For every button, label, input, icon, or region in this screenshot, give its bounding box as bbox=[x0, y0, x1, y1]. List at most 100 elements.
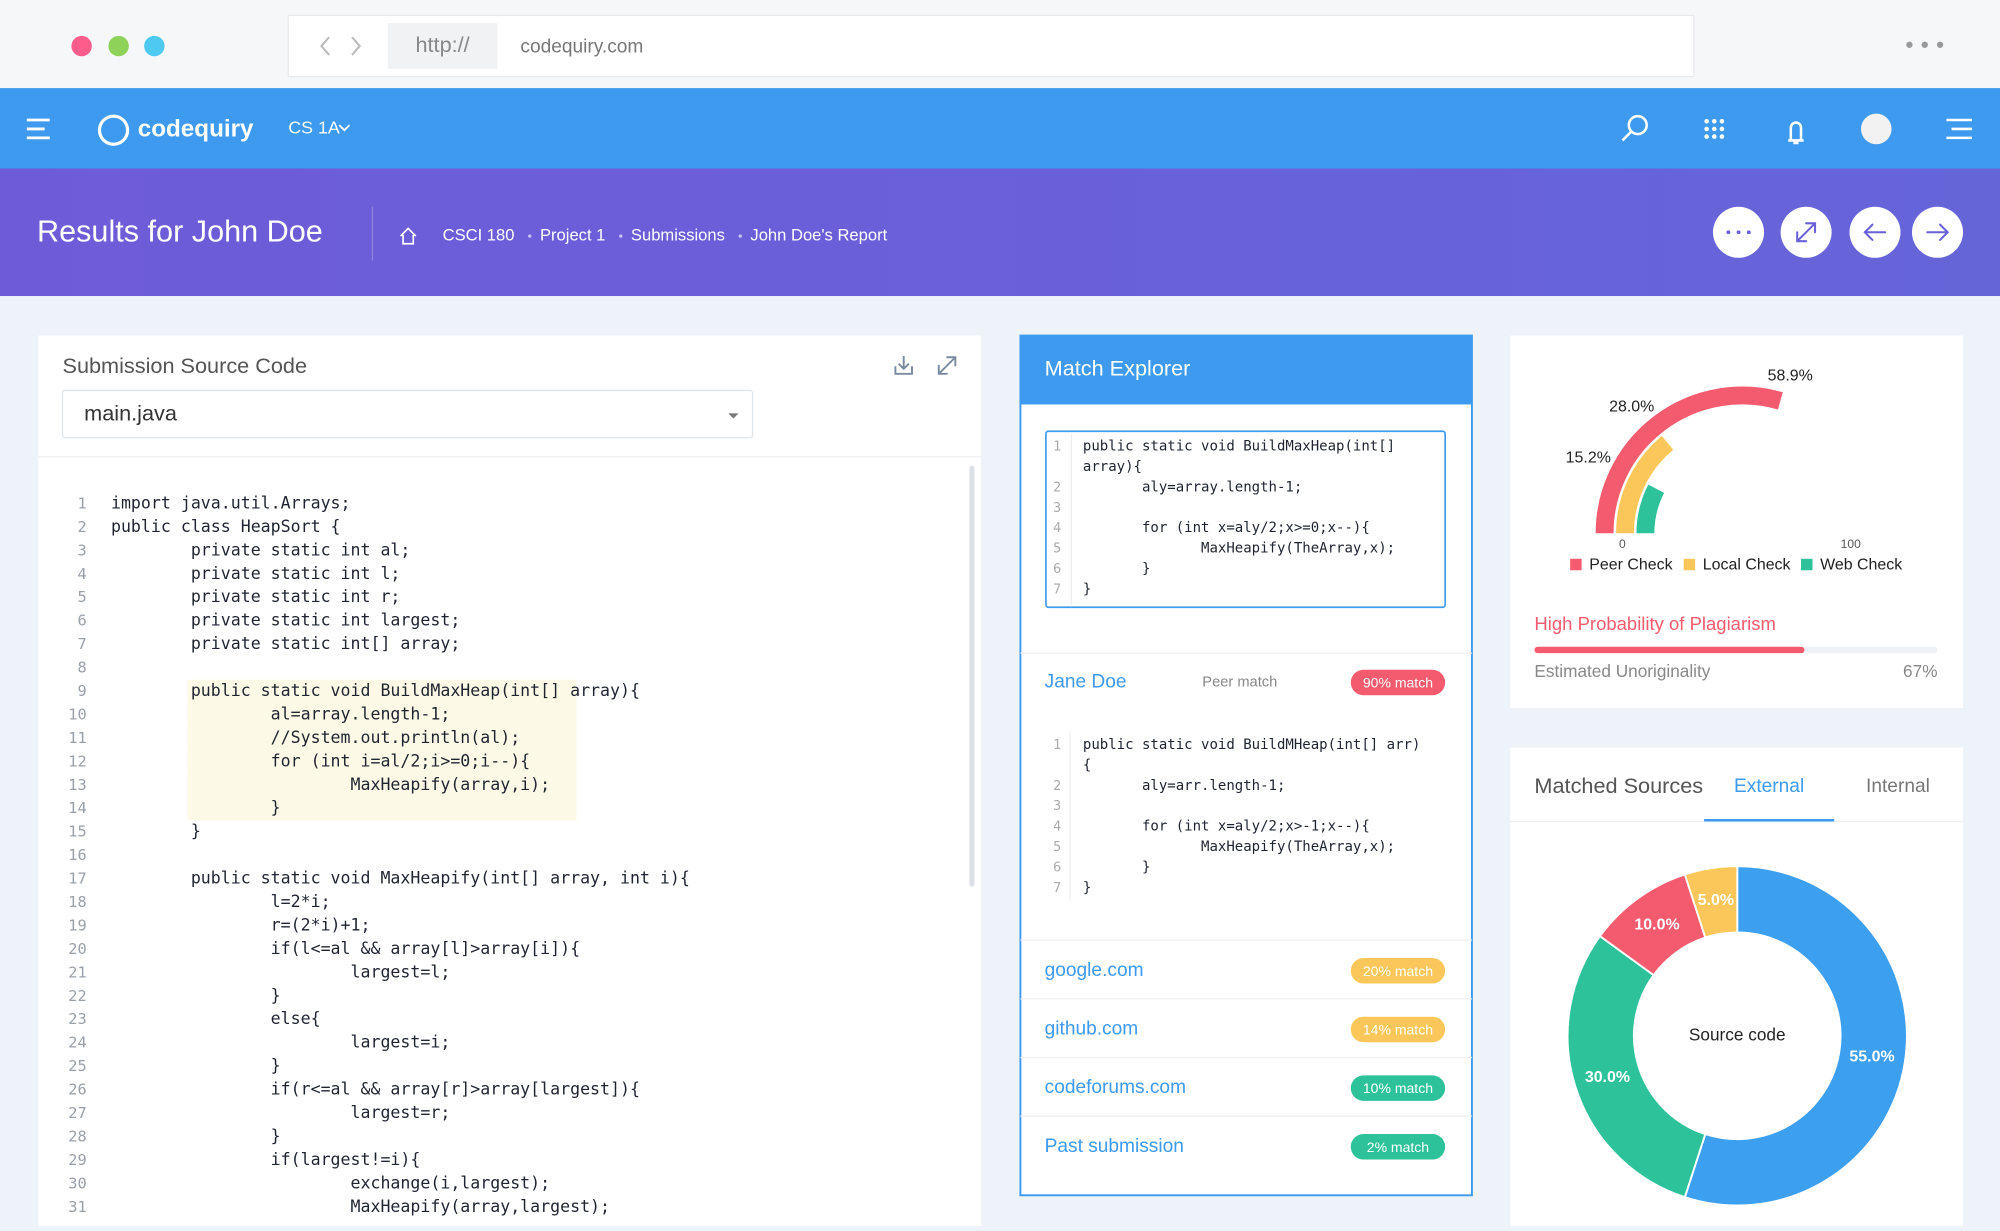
match-source[interactable]: Jane Doe bbox=[1045, 672, 1127, 693]
code-line: MaxHeapify(array,i); bbox=[111, 775, 550, 794]
snippet-line: for (int x=aly/2;x>-1;x--){ bbox=[1083, 819, 1370, 835]
card-title: Matched Sources bbox=[1534, 773, 1703, 798]
file-select[interactable] bbox=[61, 389, 754, 439]
avatar[interactable] bbox=[1860, 113, 1892, 145]
code-line: if(l<=al && array[l]>array[i]){ bbox=[111, 939, 580, 958]
browser-menu[interactable] bbox=[1906, 41, 1944, 48]
match-badge-text: 20% match bbox=[1363, 963, 1433, 979]
line-number: 25 bbox=[68, 1057, 86, 1075]
match-source[interactable]: google.com bbox=[1045, 960, 1144, 981]
line-number: 22 bbox=[68, 987, 86, 1005]
snippet-line: } bbox=[1083, 581, 1091, 597]
window-dot[interactable] bbox=[71, 35, 92, 57]
caret bbox=[338, 124, 351, 132]
header-icon bbox=[1926, 223, 1950, 241]
breadcrumb[interactable]: CSCI 180 bbox=[443, 225, 515, 244]
menu-icon[interactable] bbox=[26, 118, 50, 140]
line-number: 5 bbox=[1053, 542, 1061, 557]
snippet-line: { bbox=[1083, 757, 1091, 773]
snippet-line: } bbox=[1083, 859, 1151, 875]
snippet-line: public static void BuildMHeap(int[] arr) bbox=[1083, 737, 1421, 753]
header-icon bbox=[1863, 223, 1887, 241]
file-name: main.java bbox=[84, 400, 178, 425]
code-line: MaxHeapify(array,largest); bbox=[111, 1197, 610, 1216]
donut-slice bbox=[1683, 865, 1908, 1207]
code-line: } bbox=[111, 1126, 281, 1145]
snippet-line: MaxHeapify(TheArray,x); bbox=[1083, 541, 1395, 557]
nav-arrows[interactable] bbox=[320, 36, 362, 56]
window-dot[interactable] bbox=[108, 35, 129, 57]
snippet-line: } bbox=[1083, 561, 1151, 577]
snippet-line: public static void BuildMaxHeap(int[] bbox=[1083, 439, 1395, 455]
home-icon[interactable] bbox=[399, 227, 417, 245]
gauge-chart: 58.9% Peer Check 28.0% Local Check 15.2% Web … bbox=[1566, 368, 1903, 574]
line-number: 6 bbox=[1053, 562, 1061, 577]
line-number: 7 bbox=[1053, 881, 1061, 896]
match-badge bbox=[1350, 1016, 1446, 1043]
line-number: 1 bbox=[78, 494, 87, 512]
code-line: al=array.length-1; bbox=[111, 704, 450, 723]
line-number: 16 bbox=[68, 846, 86, 864]
legend-swatch bbox=[1683, 558, 1696, 571]
tab[interactable]: Internal bbox=[1866, 776, 1930, 797]
code-line: public static void BuildMaxHeap(int[] ar… bbox=[111, 681, 640, 700]
line-number: 4 bbox=[1053, 820, 1061, 835]
donut-slice bbox=[1566, 934, 1707, 1199]
line-number: 19 bbox=[68, 916, 86, 934]
code-line: private static int al; bbox=[111, 540, 410, 559]
breadcrumb[interactable]: Submissions bbox=[631, 225, 725, 244]
match-badge-text: 2% match bbox=[1367, 1139, 1429, 1155]
line-number: 5 bbox=[78, 588, 87, 606]
line-number: 6 bbox=[1053, 860, 1061, 875]
gauge-label: 15.2% bbox=[1566, 449, 1611, 466]
card-tools[interactable] bbox=[894, 355, 957, 375]
legend-swatch bbox=[1801, 558, 1813, 571]
page-header bbox=[0, 168, 2000, 297]
line-number: 3 bbox=[78, 541, 87, 559]
donut-center: Source code bbox=[1689, 1024, 1786, 1044]
line-highlight bbox=[187, 703, 577, 727]
line-number: 18 bbox=[68, 893, 86, 911]
match-badge bbox=[1350, 669, 1446, 696]
line-number: 13 bbox=[68, 776, 86, 794]
breadcrumb[interactable]: John Doe's Report bbox=[750, 225, 887, 244]
line-number: 15 bbox=[68, 823, 86, 841]
code-line: } bbox=[111, 1056, 281, 1075]
code-line: exchange(i,largest); bbox=[111, 1173, 550, 1192]
progress-fill bbox=[1534, 646, 1805, 654]
apps-icon[interactable] bbox=[1704, 118, 1725, 139]
tab-active[interactable]: External bbox=[1734, 776, 1804, 797]
course-select[interactable]: CS 1A bbox=[288, 118, 340, 138]
brand[interactable]: codequiry bbox=[138, 116, 254, 143]
address-bar[interactable] bbox=[287, 14, 1695, 78]
line-number: 10 bbox=[68, 705, 86, 723]
match-badge bbox=[1350, 958, 1446, 984]
code-line: largest=l; bbox=[111, 962, 450, 981]
code-line: if(r<=al && array[r]>array[largest]){ bbox=[111, 1080, 640, 1099]
line-number: 20 bbox=[68, 940, 86, 958]
match-badge bbox=[1350, 1134, 1446, 1160]
metric-value: 67% bbox=[1903, 661, 1937, 681]
code-line: public static void MaxHeapify(int[] arra… bbox=[111, 869, 690, 888]
line-number: 4 bbox=[78, 565, 87, 583]
code-line: } bbox=[111, 798, 281, 817]
line-number: 2 bbox=[78, 518, 87, 536]
code-view: 1 import java.util.Arrays; 2 public class H… bbox=[68, 493, 690, 1215]
nav-icons[interactable] bbox=[1621, 114, 1972, 145]
match-source[interactable]: codeforums.com bbox=[1045, 1077, 1186, 1098]
scrollbar[interactable] bbox=[969, 465, 975, 887]
line-number: 11 bbox=[68, 729, 86, 747]
line-number: 1 bbox=[1053, 738, 1061, 753]
snippet-line: for (int x=aly/2;x>=0;x--){ bbox=[1083, 520, 1370, 536]
logo-icon bbox=[97, 114, 130, 146]
window-dot[interactable] bbox=[144, 35, 165, 57]
breadcrumb[interactable]: Project 1 bbox=[540, 225, 605, 244]
gauge-bar bbox=[1616, 435, 1674, 534]
line-number: 27 bbox=[68, 1104, 86, 1122]
match-source[interactable]: github.com bbox=[1045, 1019, 1139, 1040]
legend-swatch bbox=[1570, 558, 1582, 571]
line-number: 3 bbox=[1053, 799, 1061, 814]
gauge-label: 58.9% bbox=[1768, 368, 1813, 385]
match-source[interactable]: Past submission bbox=[1045, 1136, 1184, 1157]
